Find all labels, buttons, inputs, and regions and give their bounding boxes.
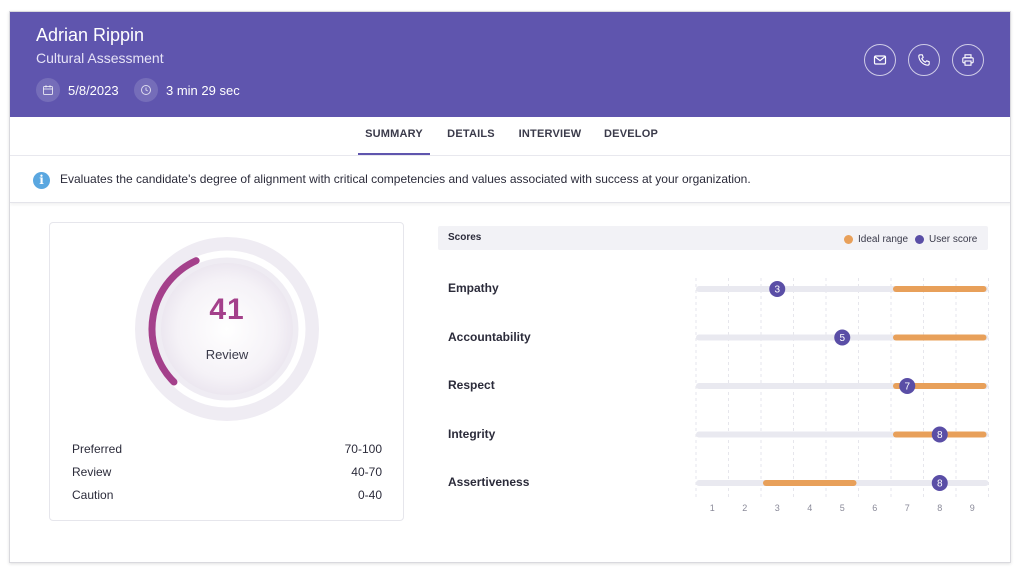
band-row-review: Review 40-70: [72, 465, 382, 483]
ideal-range-bar: [893, 286, 987, 292]
competency-label: Respect: [448, 378, 495, 392]
info-icon: i: [33, 172, 50, 189]
ideal-range-bar: [893, 383, 987, 389]
score-gauge: [135, 237, 319, 421]
report-header: Adrian Rippin Cultural Assessment 5/8/20…: [10, 12, 1010, 117]
phone-icon: [918, 54, 930, 66]
legend-label: User score: [929, 233, 978, 245]
competency-label: Accountability: [448, 329, 531, 344]
print-button[interactable]: [952, 44, 984, 76]
assessment-report: Adrian Rippin Cultural Assessment 5/8/20…: [9, 11, 1011, 563]
user-score-value: 8: [937, 479, 943, 490]
band-label: Review: [72, 465, 112, 479]
candidate-name: Adrian Rippin: [36, 25, 145, 45]
tab-develop[interactable]: DEVELOP: [604, 128, 658, 140]
scores-header: Scores Ideal range User score: [438, 226, 988, 250]
calendar-icon: [36, 78, 60, 102]
user-score-marker[interactable]: [769, 281, 786, 297]
competency-label: Assertiveness: [448, 475, 530, 489]
score-band-label: Review: [205, 347, 249, 362]
email-button[interactable]: [864, 44, 896, 76]
description-text: Evaluates the candidate's degree of alig…: [60, 172, 751, 186]
gauge-score-arc: [148, 257, 200, 386]
legend-label: Ideal range: [858, 233, 909, 245]
axis-tick-label: 1: [710, 503, 715, 513]
tab-interview[interactable]: INTERVIEW: [518, 128, 582, 140]
user-score-swatch: [915, 234, 924, 244]
scores-title: Scores: [448, 232, 482, 243]
competency-scores-chart: Empathy Accountability Respect Integrity Ass…: [438, 252, 998, 514]
axis-tick-label: 5: [840, 503, 845, 513]
user-score-value: 7: [904, 382, 910, 393]
scores-plot: 3 5 7 8 8 1 2 3 4 5 6 7 8 9: [695, 278, 989, 513]
gauge-inner: [161, 263, 293, 395]
assessment-date: 5/8/2023: [36, 78, 119, 102]
printer-icon: [962, 54, 974, 66]
axis-tick-label: 3: [775, 503, 780, 513]
competency-label: Empathy: [448, 281, 499, 295]
band-range: 70-100: [344, 442, 382, 456]
overall-score: 41: [209, 293, 245, 326]
user-score-value: 3: [774, 285, 780, 296]
ideal-range-swatch: [844, 234, 853, 244]
duration-text: 3 min 29 sec: [166, 82, 240, 98]
user-score-value: 8: [937, 430, 943, 441]
phone-button[interactable]: [908, 44, 940, 76]
band-range: 0-40: [357, 488, 382, 502]
ideal-range-bar: [893, 334, 987, 341]
axis-tick-label: 6: [872, 503, 877, 513]
axis-tick-label: 7: [905, 503, 910, 513]
axis-tick-label: 9: [970, 503, 975, 513]
assessment-type: Cultural Assessment: [36, 50, 164, 66]
band-row-caution: Caution 0-40: [72, 488, 382, 506]
report-tabs: SUMMARY DETAILS INTERVIEW DEVELOP: [10, 117, 1010, 155]
user-score-marker[interactable]: [834, 329, 851, 346]
tab-details[interactable]: DETAILS: [447, 128, 495, 140]
band-label: Caution: [72, 488, 114, 502]
user-score-marker[interactable]: [931, 475, 948, 491]
user-score-value: 5: [839, 333, 845, 344]
clock-icon: [134, 78, 158, 102]
band-label: Preferred: [72, 442, 123, 456]
user-score-marker[interactable]: [931, 426, 948, 443]
envelope-icon: [873, 55, 887, 65]
date-text: 5/8/2023: [68, 82, 119, 98]
band-row-preferred: Preferred 70-100: [72, 442, 382, 460]
competency-label: Integrity: [448, 426, 496, 441]
assessment-description: i Evaluates the candidate's degree of al…: [10, 155, 1010, 203]
legend-user-score: User score: [915, 233, 978, 245]
ideal-range-bar: [763, 480, 857, 486]
legend-ideal-range: Ideal range: [844, 233, 909, 245]
band-range: 40-70: [351, 465, 382, 479]
assessment-duration: 3 min 29 sec: [134, 78, 240, 102]
overall-score-card: 41 Review Preferred 70-100 Review 40-70 …: [49, 222, 404, 521]
user-score-marker[interactable]: [899, 378, 916, 394]
tab-summary[interactable]: SUMMARY: [358, 117, 430, 155]
axis-tick-label: 8: [937, 503, 942, 513]
axis-tick-label: 2: [742, 503, 747, 513]
axis-tick-label: 4: [807, 503, 812, 513]
